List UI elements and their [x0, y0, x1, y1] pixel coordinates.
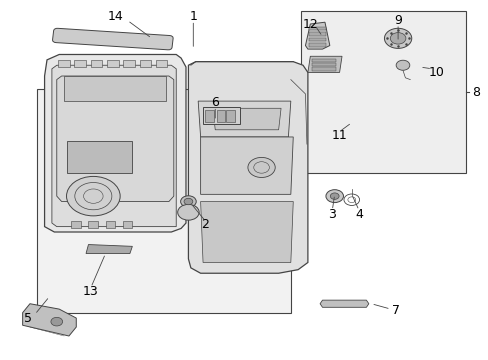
Polygon shape [156, 60, 167, 67]
Text: 13: 13 [83, 285, 99, 298]
FancyBboxPatch shape [52, 28, 173, 50]
Polygon shape [22, 304, 76, 336]
Polygon shape [122, 221, 132, 228]
Circle shape [330, 193, 338, 199]
Bar [226, 110, 235, 122]
Circle shape [177, 204, 199, 220]
Polygon shape [311, 67, 335, 71]
Polygon shape [44, 54, 185, 232]
Circle shape [66, 176, 120, 216]
Polygon shape [311, 63, 335, 66]
Circle shape [180, 196, 196, 207]
Polygon shape [66, 140, 132, 173]
Polygon shape [320, 300, 368, 307]
Text: 11: 11 [331, 129, 347, 142]
Polygon shape [71, 221, 81, 228]
Polygon shape [64, 76, 166, 101]
Polygon shape [309, 27, 326, 31]
Polygon shape [305, 22, 329, 49]
Circle shape [325, 190, 343, 203]
Polygon shape [88, 221, 98, 228]
Polygon shape [105, 221, 115, 228]
Text: 12: 12 [302, 18, 318, 31]
Bar [205, 110, 214, 122]
Polygon shape [200, 137, 293, 194]
Polygon shape [309, 32, 326, 36]
Bar [300, 12, 466, 173]
Polygon shape [58, 60, 70, 67]
Polygon shape [86, 244, 132, 253]
Circle shape [384, 28, 411, 48]
Polygon shape [139, 60, 151, 67]
Circle shape [395, 60, 409, 70]
Polygon shape [309, 43, 326, 46]
Text: 14: 14 [107, 10, 123, 23]
Text: 4: 4 [354, 208, 362, 221]
Text: 1: 1 [189, 10, 197, 23]
Bar [37, 89, 290, 313]
Text: 2: 2 [201, 218, 209, 231]
Text: 6: 6 [211, 96, 219, 109]
Polygon shape [107, 60, 119, 67]
Circle shape [183, 198, 192, 205]
Text: 9: 9 [393, 14, 401, 27]
Text: 10: 10 [428, 66, 444, 79]
Bar [203, 107, 239, 125]
Polygon shape [212, 108, 281, 130]
Polygon shape [91, 60, 102, 67]
Text: 3: 3 [327, 208, 336, 221]
Bar [216, 110, 225, 122]
Polygon shape [188, 62, 307, 273]
Text: 8: 8 [471, 86, 479, 99]
Circle shape [51, 318, 62, 326]
Polygon shape [200, 202, 293, 262]
Polygon shape [74, 60, 86, 67]
Text: 7: 7 [391, 305, 399, 318]
Text: 5: 5 [23, 311, 31, 325]
Polygon shape [311, 59, 335, 62]
Circle shape [389, 33, 405, 44]
Circle shape [247, 157, 275, 177]
Polygon shape [57, 76, 173, 202]
Polygon shape [52, 65, 176, 226]
Polygon shape [123, 60, 135, 67]
Polygon shape [309, 38, 326, 41]
Polygon shape [307, 56, 341, 72]
Polygon shape [198, 101, 290, 137]
